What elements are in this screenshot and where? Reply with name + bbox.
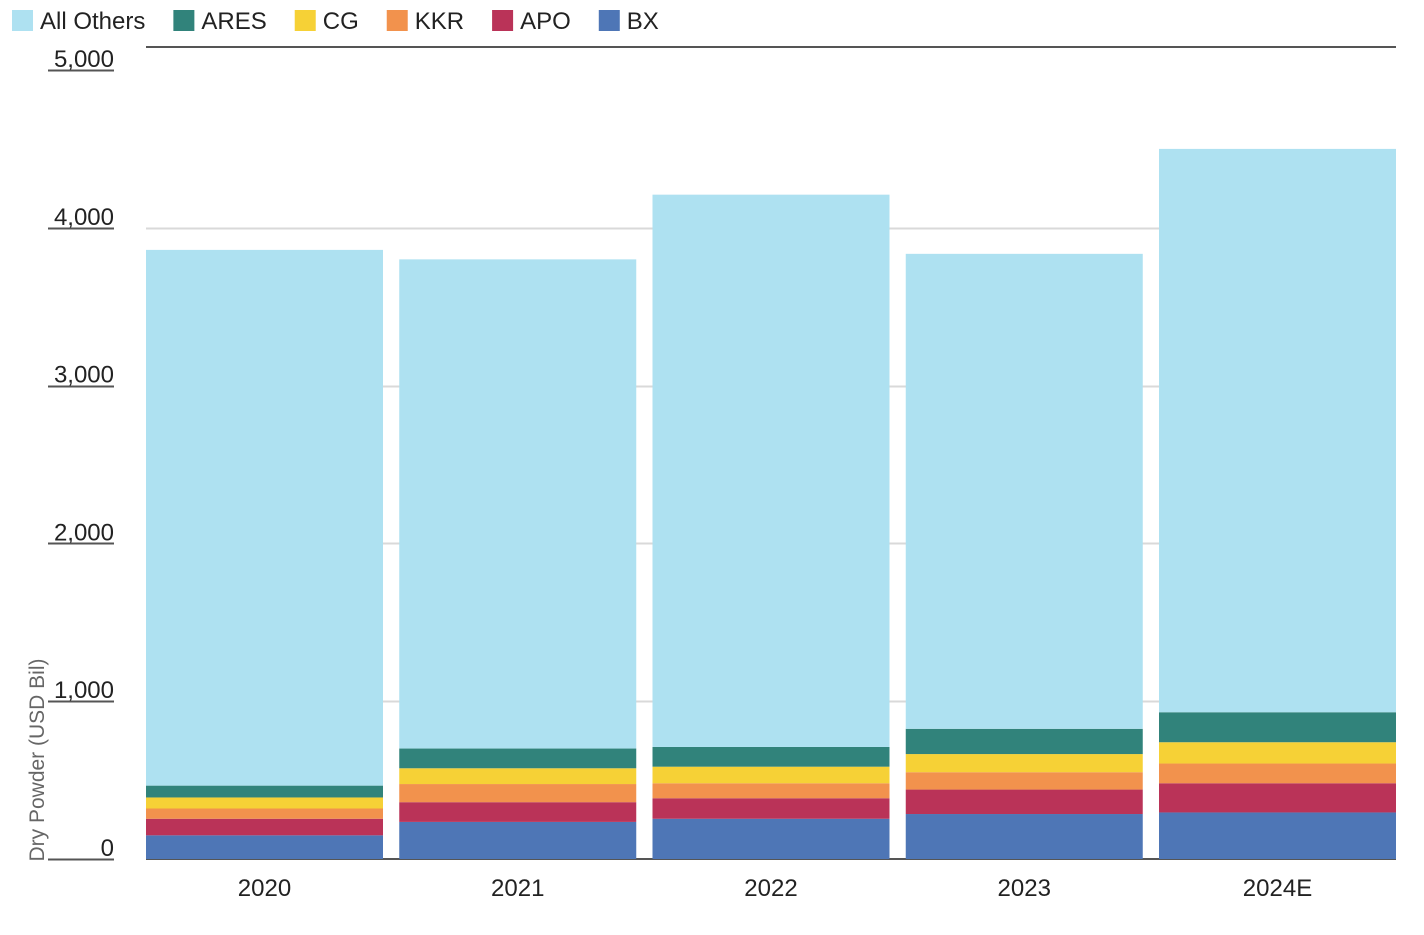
bar-segment-bx-2020: [146, 835, 383, 859]
bar-segment-apo-2024e: [1159, 783, 1396, 813]
y-tick-label: 4,000: [54, 204, 114, 231]
legend-label-kkr: KKR: [415, 8, 464, 35]
bar-segment-cg-2024e: [1159, 742, 1396, 764]
bar-segment-bx-2021: [399, 821, 637, 859]
bar-segment-apo-2020: [146, 818, 383, 836]
y-tick-label: 0: [101, 835, 114, 862]
legend-swatch-bx: [598, 10, 620, 31]
legend-label-cg: CG: [323, 8, 359, 35]
bar-segment-all-others-2024e: [1159, 148, 1396, 713]
bar-segment-kkr-2022: [652, 783, 890, 799]
bar-segment-kkr-2024e: [1159, 763, 1396, 784]
legend-swatch-apo: [492, 10, 514, 31]
bar-segment-apo-2023: [905, 789, 1143, 815]
bar-segment-ares-2024e: [1159, 712, 1396, 743]
bar-segment-bx-2023: [905, 814, 1143, 859]
bar-segment-apo-2022: [652, 798, 890, 819]
x-tick-label: 2024E: [1243, 875, 1312, 902]
bar-segment-all-others-2023: [905, 253, 1143, 729]
bar-segment-kkr-2023: [905, 772, 1143, 790]
bar-segment-ares-2022: [652, 746, 890, 767]
x-tick-label: 2020: [238, 875, 291, 902]
bar-segment-cg-2021: [399, 768, 637, 785]
bar-segment-ares-2021: [399, 748, 637, 769]
x-tick-label: 2022: [744, 875, 797, 902]
legend-label-ares: ARES: [201, 8, 266, 35]
bars: [146, 148, 1396, 859]
bar-segment-bx-2022: [652, 818, 890, 859]
y-axis-ticks: 0 1,000 2,000 3,000 4,000 5,000: [48, 46, 114, 862]
bar-segment-cg-2020: [146, 797, 383, 809]
bar-segment-cg-2023: [905, 754, 1143, 773]
y-tick-label: 3,000: [54, 362, 114, 389]
bar-segment-all-others-2021: [399, 259, 637, 749]
bar-segment-apo-2021: [399, 802, 637, 822]
y-tick-label: 1,000: [54, 677, 114, 704]
bar-segment-kkr-2021: [399, 784, 637, 803]
bar-segment-ares-2020: [146, 785, 383, 798]
legend-label-apo: APO: [520, 8, 571, 35]
bar-segment-cg-2022: [652, 766, 890, 784]
legend-label-all-others: All Others: [40, 8, 145, 35]
x-tick-label: 2021: [491, 875, 544, 902]
legend-swatch-all-others: [12, 10, 33, 31]
bar-segment-bx-2024e: [1159, 812, 1396, 859]
x-tick-label: 2023: [998, 875, 1051, 902]
legend-swatch-cg: [294, 10, 316, 31]
y-tick-label: 5,000: [54, 46, 114, 73]
bar-segment-ares-2023: [905, 728, 1143, 755]
x-axis-ticks: 2020 2021 2022 2023 2024E: [238, 875, 1312, 902]
legend-label-bx: BX: [627, 8, 659, 35]
y-tick-label: 2,000: [54, 519, 114, 546]
y-axis-label: Dry Powder (USD Bil): [26, 658, 49, 861]
bar-segment-all-others-2022: [652, 194, 890, 747]
legend-swatch-kkr: [386, 10, 408, 31]
bar-segment-kkr-2020: [146, 808, 383, 819]
legend: All Others ARES CG KKR APO BX: [12, 8, 659, 35]
legend-swatch-ares: [173, 10, 195, 31]
bar-segment-all-others-2020: [146, 249, 383, 786]
